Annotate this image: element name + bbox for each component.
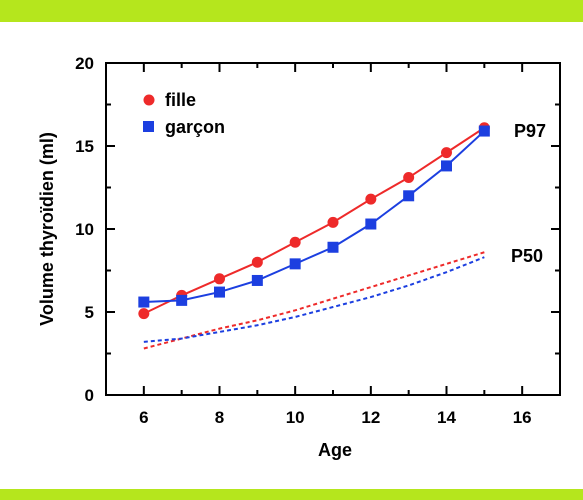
- legend-label-fille: fille: [165, 90, 196, 110]
- y-axis-title: Volume thyroïdien (ml): [37, 132, 57, 326]
- x-tick-label: 10: [286, 408, 305, 427]
- x-tick-label: 6: [139, 408, 148, 427]
- data-point-garcon: [214, 286, 225, 298]
- data-point-fille: [214, 273, 225, 285]
- data-point-garcon: [478, 125, 490, 137]
- ticks-layer: 6 8 10 12 14 16 0 5 10 15 20: [75, 54, 561, 427]
- data-point-fille: [327, 216, 339, 228]
- data-point-fille: [365, 193, 377, 205]
- y-tick-label: 5: [85, 303, 94, 322]
- x-axis-title: Age: [318, 440, 352, 460]
- y-tick-label: 20: [75, 54, 94, 73]
- annotation-p50: P50: [511, 246, 543, 266]
- plot-frame: [105, 62, 561, 396]
- data-point-garcon: [403, 190, 415, 202]
- series-line-fille: [143, 126, 485, 315]
- top-green-band: [0, 0, 583, 22]
- legend: fille garçon: [143, 90, 225, 137]
- x-tick-label: 12: [361, 408, 380, 427]
- data-point-garcon: [441, 160, 452, 172]
- legend-label-garcon: garçon: [165, 117, 225, 137]
- data-point-garcon: [365, 218, 377, 230]
- y-tick-label: 10: [75, 220, 94, 239]
- y-tick-label: 15: [75, 137, 94, 156]
- data-point-fille: [251, 256, 263, 268]
- series-line-p50-2: [143, 251, 485, 350]
- annotation-p97: P97: [514, 121, 546, 141]
- bottom-green-band: [0, 489, 583, 500]
- data-point-fille: [138, 308, 150, 320]
- data-point-garcon: [289, 258, 301, 270]
- legend-marker-garcon: [143, 121, 154, 132]
- x-tick-label: 14: [437, 408, 456, 427]
- x-tick-label: 16: [513, 408, 532, 427]
- x-tick-label: 8: [215, 408, 224, 427]
- data-point-garcon: [176, 294, 188, 306]
- legend-marker-fille: [143, 94, 155, 106]
- data-point-garcon: [138, 296, 150, 308]
- series-layer: [138, 122, 490, 350]
- data-point-garcon: [251, 274, 263, 286]
- data-point-fille: [289, 236, 301, 248]
- series-line-p50-3: [143, 256, 485, 343]
- data-point-fille: [441, 147, 452, 159]
- y-tick-label: 0: [85, 386, 94, 405]
- series-line-garçon: [143, 130, 486, 304]
- data-point-garcon: [327, 241, 339, 253]
- data-point-fille: [403, 172, 415, 184]
